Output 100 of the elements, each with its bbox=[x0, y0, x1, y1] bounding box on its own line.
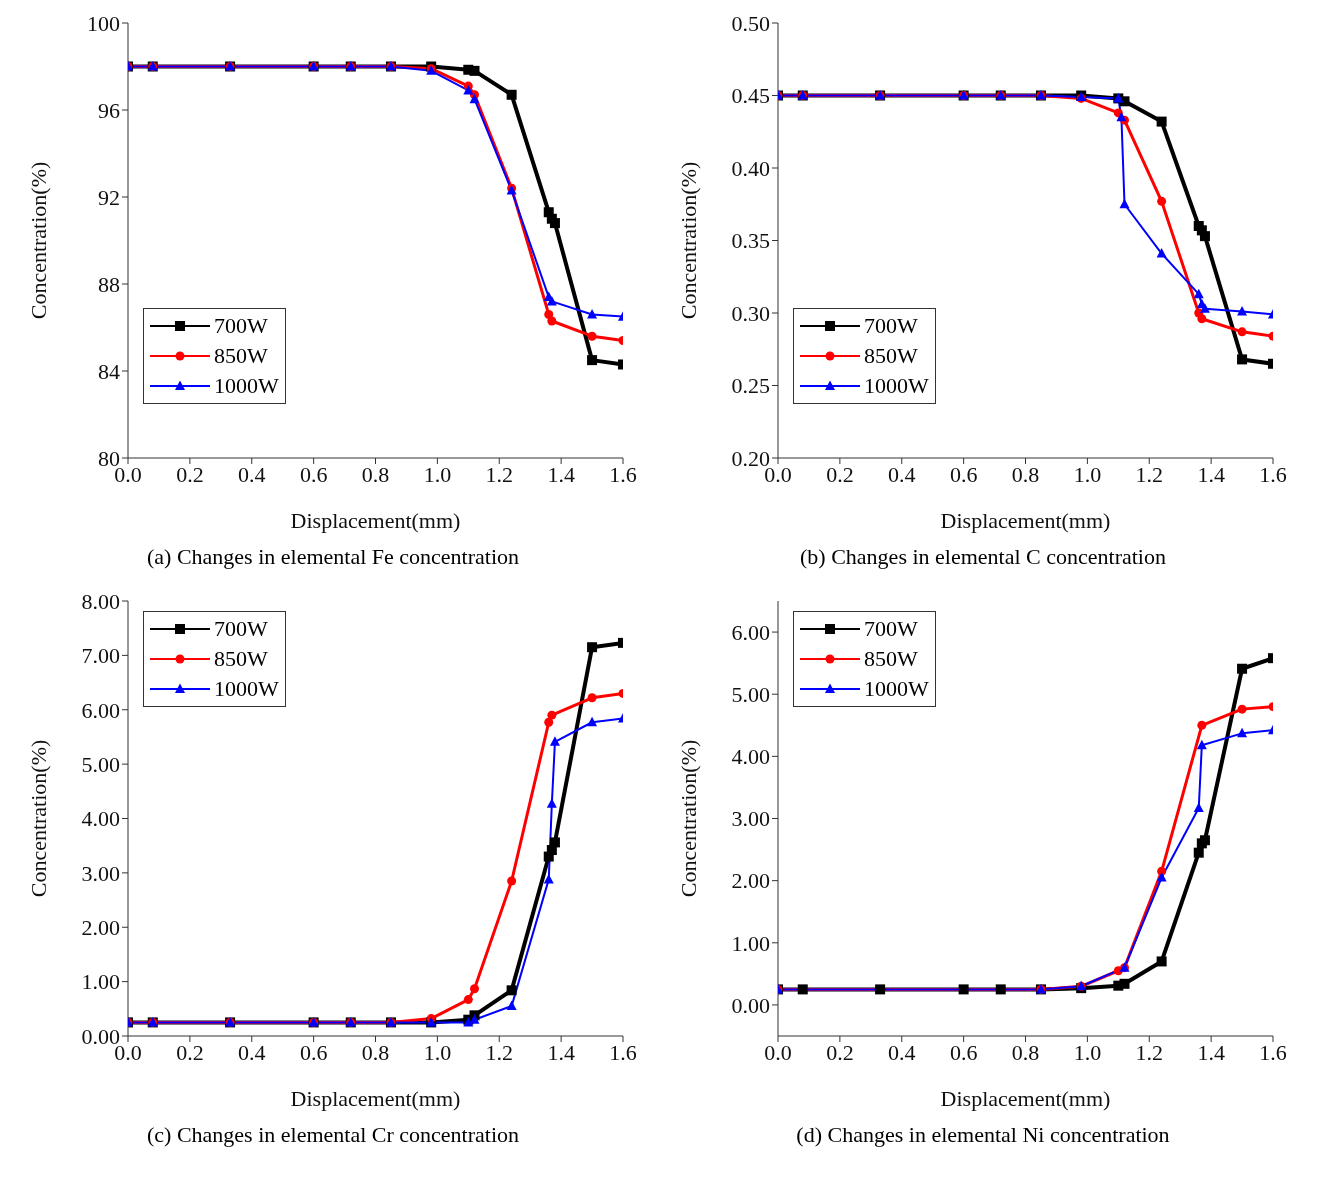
y-tick-label: 0.40 bbox=[731, 155, 770, 181]
point bbox=[1237, 663, 1248, 674]
x-axis-title: Displacement(mm) bbox=[290, 1086, 461, 1111]
y-tick-label: 96 bbox=[98, 97, 120, 123]
legend-label: 1000W bbox=[864, 373, 929, 399]
y-tick-label: 1.00 bbox=[81, 969, 120, 995]
point bbox=[547, 316, 557, 326]
point bbox=[587, 642, 598, 653]
x-tick-label: 0.6 bbox=[949, 461, 978, 487]
point bbox=[1156, 872, 1167, 882]
point bbox=[549, 736, 560, 746]
x-tick-label: 0.8 bbox=[361, 1039, 390, 1065]
y-tick-label: 0.00 bbox=[731, 992, 770, 1018]
point bbox=[546, 295, 557, 306]
point bbox=[995, 984, 1006, 995]
text: (d) Changes in elemental Ni concentration bbox=[795, 1122, 1171, 1148]
x-tick-label: 1.6 bbox=[1259, 461, 1287, 487]
legend-label: 850W bbox=[864, 343, 918, 369]
point bbox=[1196, 739, 1207, 750]
point bbox=[506, 985, 517, 996]
x-tick-label: 0.0 bbox=[764, 1039, 792, 1065]
y-tick-label: 2.00 bbox=[81, 915, 120, 941]
legend-label: 850W bbox=[214, 343, 268, 369]
legend-label: 850W bbox=[864, 646, 918, 672]
point bbox=[1119, 198, 1130, 209]
y-tick-label: 3.00 bbox=[731, 806, 770, 832]
point bbox=[1156, 116, 1167, 127]
point bbox=[587, 716, 598, 727]
x-tick-label: 0.2 bbox=[176, 461, 204, 487]
legend-label: 850W bbox=[214, 646, 268, 672]
y-tick-label: 8.00 bbox=[81, 588, 120, 614]
y-tick-label: 84 bbox=[98, 358, 120, 384]
x-tick-label: 0.6 bbox=[299, 461, 328, 487]
point bbox=[469, 1014, 480, 1024]
y-tick-label: 3.00 bbox=[81, 860, 120, 886]
x-tick-label: 1.0 bbox=[423, 461, 452, 487]
y-axis-title: Concentration(%) bbox=[675, 739, 701, 898]
x-tick-label: 0.6 bbox=[949, 1039, 978, 1065]
point bbox=[1197, 720, 1207, 730]
point bbox=[1199, 231, 1210, 242]
legend-label: 700W bbox=[864, 313, 918, 339]
point bbox=[1116, 111, 1127, 122]
y-tick-label: 4.00 bbox=[81, 806, 120, 832]
point bbox=[1193, 847, 1204, 858]
y-tick-label: 7.00 bbox=[81, 643, 120, 669]
point bbox=[469, 65, 480, 76]
point bbox=[1193, 288, 1204, 299]
x-tick-label: 1.0 bbox=[1073, 1039, 1102, 1065]
y-tick-label: 0.30 bbox=[731, 300, 770, 326]
x-tick-label: 0.8 bbox=[361, 461, 390, 487]
point bbox=[1237, 327, 1247, 337]
x-tick-label: 1.6 bbox=[609, 1039, 637, 1065]
point bbox=[1237, 306, 1248, 316]
point bbox=[958, 984, 969, 995]
y-tick-label: 5.00 bbox=[81, 751, 120, 777]
y-tick-label: 6.00 bbox=[81, 697, 120, 723]
point bbox=[797, 984, 808, 995]
y-tick-label: 88 bbox=[98, 271, 120, 297]
point bbox=[587, 693, 597, 703]
point bbox=[549, 218, 560, 229]
y-tick-label: 1.00 bbox=[731, 930, 770, 956]
x-tick-label: 0.8 bbox=[1011, 461, 1040, 487]
x-tick-label: 0.4 bbox=[888, 461, 916, 487]
point bbox=[546, 798, 557, 808]
x-tick-label: 1.2 bbox=[485, 461, 513, 487]
point bbox=[1156, 956, 1167, 967]
point bbox=[469, 93, 480, 104]
x-tick-label: 0.2 bbox=[826, 461, 854, 487]
y-tick-label: 6.00 bbox=[731, 619, 770, 645]
x-tick-label: 1.4 bbox=[547, 1039, 575, 1065]
point bbox=[463, 84, 474, 95]
y-tick-label: 0.35 bbox=[731, 228, 770, 254]
y-tick-label: 2.00 bbox=[731, 868, 770, 894]
point bbox=[587, 331, 597, 341]
point bbox=[544, 309, 554, 319]
x-tick-label: 0.2 bbox=[826, 1039, 854, 1065]
legend-label: 700W bbox=[864, 616, 918, 642]
point bbox=[1119, 96, 1130, 107]
y-tick-label: 0.45 bbox=[731, 83, 770, 109]
x-tick-label: 1.4 bbox=[1197, 1039, 1225, 1065]
point bbox=[549, 837, 560, 848]
legend-label: 700W bbox=[214, 616, 268, 642]
x-axis-title: Displacement(mm) bbox=[290, 508, 461, 533]
legend-label: 1000W bbox=[864, 676, 929, 702]
text: (b) Changes in elemental C concentration bbox=[799, 544, 1167, 570]
legend-label: 1000W bbox=[214, 676, 279, 702]
point bbox=[463, 995, 473, 1005]
x-tick-label: 1.2 bbox=[1135, 1039, 1163, 1065]
x-axis-title: Displacement(mm) bbox=[940, 1086, 1111, 1111]
point bbox=[1197, 314, 1207, 324]
x-tick-label: 0.2 bbox=[176, 1039, 204, 1065]
x-tick-label: 1.2 bbox=[485, 1039, 513, 1065]
point bbox=[587, 355, 598, 366]
point bbox=[470, 984, 479, 994]
x-tick-label: 1.0 bbox=[423, 1039, 452, 1065]
x-tick-label: 0.4 bbox=[238, 461, 266, 487]
point bbox=[1119, 978, 1130, 989]
x-tick-label: 1.4 bbox=[1197, 461, 1225, 487]
y-tick-label: 100 bbox=[87, 10, 120, 36]
x-tick-label: 0.4 bbox=[888, 1039, 916, 1065]
